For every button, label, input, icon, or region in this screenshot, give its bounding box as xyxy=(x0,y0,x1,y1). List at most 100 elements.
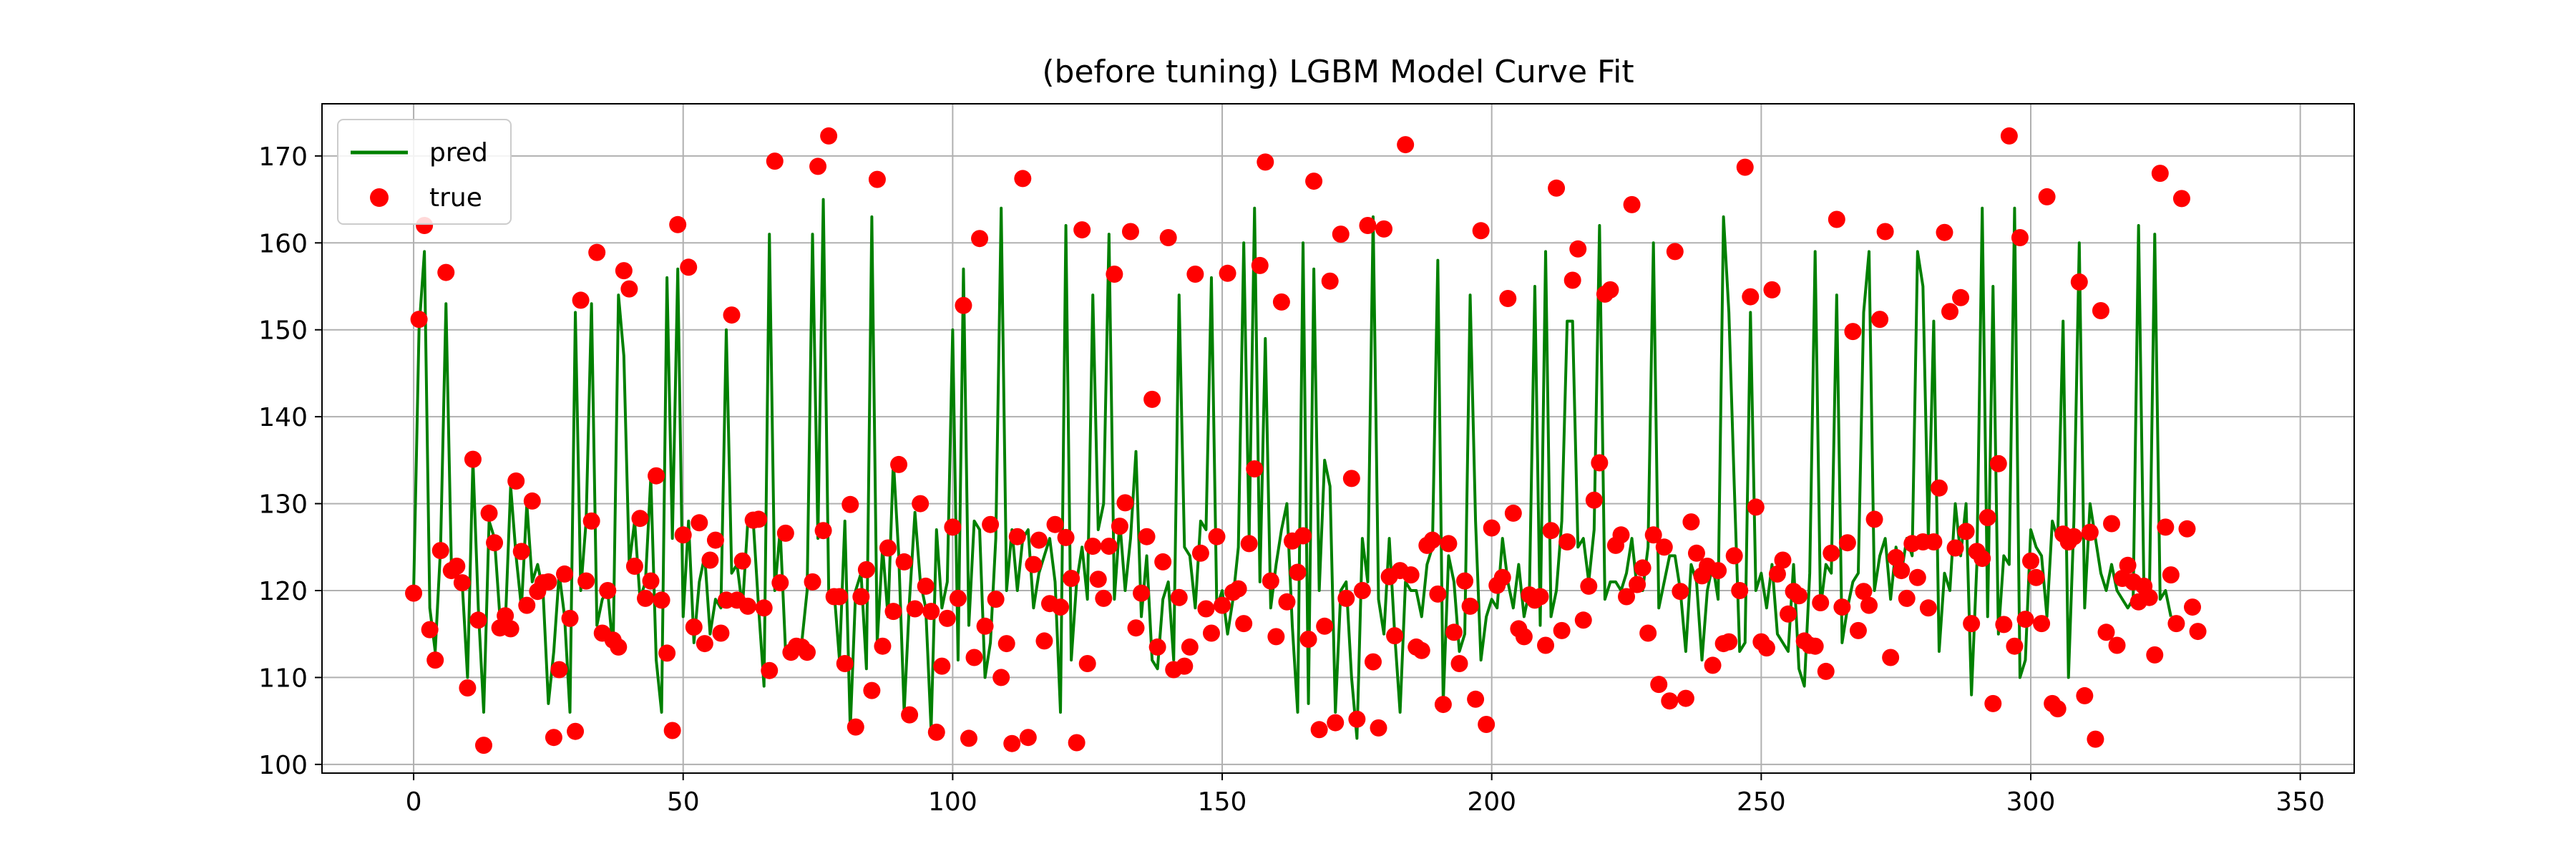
true-data-point xyxy=(1995,616,2013,634)
true-data-point xyxy=(1046,515,1064,533)
true-data-point xyxy=(1073,221,1091,239)
x-tick-label: 50 xyxy=(667,787,700,817)
true-data-point xyxy=(1601,281,1619,299)
true-data-point xyxy=(2038,188,2056,205)
true-data-point xyxy=(555,565,573,583)
true-data-point xyxy=(1725,547,1743,565)
true-data-point xyxy=(1704,656,1722,674)
true-data-point xyxy=(2092,302,2109,319)
true-data-point xyxy=(987,591,1005,608)
true-data-point xyxy=(1348,710,1366,728)
true-data-point xyxy=(1768,565,1786,583)
true-data-point xyxy=(1887,548,1905,566)
true-data-point xyxy=(1397,136,1415,154)
true-data-point xyxy=(1289,563,1307,581)
true-data-point xyxy=(480,504,498,522)
true-data-point xyxy=(901,706,919,724)
true-data-point xyxy=(1025,555,1043,573)
true-data-point xyxy=(1133,584,1151,602)
true-data-point xyxy=(1828,210,1845,228)
true-data-point xyxy=(1170,588,1188,606)
true-data-point xyxy=(1208,528,1226,545)
true-data-point xyxy=(2162,566,2180,584)
true-data-point xyxy=(1677,689,1694,707)
true-data-point xyxy=(852,588,870,606)
true-data-point xyxy=(1327,714,1345,732)
true-data-point xyxy=(653,591,670,609)
true-data-point xyxy=(1229,580,1247,598)
true-data-point xyxy=(1413,641,1430,659)
true-data-point xyxy=(831,588,849,606)
true-data-point xyxy=(1629,576,1646,593)
true-data-point xyxy=(895,553,913,571)
true-data-point xyxy=(1251,256,1269,274)
true-data-point xyxy=(588,243,606,261)
true-data-point xyxy=(836,655,854,672)
x-tick-label: 300 xyxy=(2006,787,2056,817)
true-data-point xyxy=(691,514,708,532)
true-data-point xyxy=(712,624,730,642)
true-data-point xyxy=(1984,694,2002,712)
true-data-point xyxy=(1214,596,1231,614)
true-data-point xyxy=(2049,700,2067,718)
true-data-point xyxy=(1332,225,1350,243)
true-data-point xyxy=(1823,544,1840,562)
legend-true-swatch xyxy=(370,188,389,207)
true-data-point xyxy=(1742,288,1760,306)
true-data-point xyxy=(1493,568,1511,586)
plot-series xyxy=(405,127,2207,754)
true-data-point xyxy=(2065,528,2083,545)
true-data-point xyxy=(1989,455,2007,472)
true-data-point xyxy=(1936,223,1953,241)
true-data-point xyxy=(771,574,789,592)
true-data-point xyxy=(1504,504,1522,522)
true-data-point xyxy=(1806,637,1824,655)
true-data-point xyxy=(1974,550,1991,568)
true-data-point xyxy=(2022,552,2040,570)
true-data-point xyxy=(2087,730,2104,748)
true-data-point xyxy=(1531,588,1549,606)
true-data-point xyxy=(502,620,519,638)
true-data-point xyxy=(863,681,881,699)
true-data-point xyxy=(750,510,768,528)
true-data-point xyxy=(874,637,892,655)
true-data-point xyxy=(2146,646,2164,664)
true-data-point xyxy=(2011,229,2029,246)
x-tick-label: 250 xyxy=(1737,787,1786,817)
true-data-point xyxy=(879,539,897,557)
pred-series-line xyxy=(412,198,2172,740)
true-data-point xyxy=(971,230,989,248)
true-data-point xyxy=(1467,690,1485,708)
true-data-point xyxy=(1143,390,1161,408)
true-data-point xyxy=(1121,223,1139,241)
true-data-point xyxy=(912,495,930,513)
true-data-point xyxy=(1499,290,1517,307)
true-data-point xyxy=(857,560,875,578)
true-data-point xyxy=(1639,624,1657,642)
true-data-point xyxy=(1644,526,1662,544)
x-tick-label: 350 xyxy=(2275,787,2325,817)
true-data-point xyxy=(1219,264,1236,282)
true-data-point xyxy=(685,618,703,636)
true-data-point xyxy=(982,515,1000,533)
true-data-point xyxy=(1558,533,1576,550)
true-data-point xyxy=(1127,619,1145,637)
true-data-point xyxy=(1375,220,1393,238)
true-data-point xyxy=(755,599,773,617)
true-data-point xyxy=(1257,153,1274,171)
true-data-point xyxy=(706,531,724,549)
true-data-point xyxy=(1919,599,1937,617)
true-data-point xyxy=(1353,582,1371,599)
true-data-point xyxy=(922,603,940,621)
plot-area-frame xyxy=(321,103,2355,774)
true-data-point xyxy=(648,467,665,485)
true-data-point xyxy=(1537,636,1555,654)
true-data-point xyxy=(2119,556,2137,574)
x-tick-label: 150 xyxy=(1198,787,1247,817)
true-data-point xyxy=(663,722,681,739)
true-data-point xyxy=(1515,628,1533,646)
true-data-point xyxy=(1930,479,1948,497)
true-data-point xyxy=(410,311,428,329)
true-data-point xyxy=(512,543,530,560)
